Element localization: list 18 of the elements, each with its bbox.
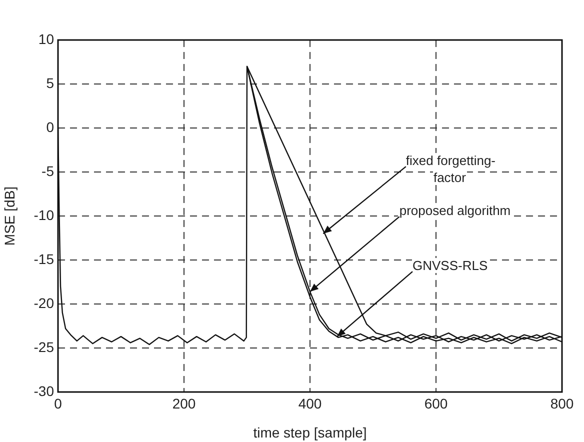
x-tick-label: 400 — [298, 395, 322, 412]
y-tick-label: -20 — [34, 294, 54, 311]
y-tick-label: -30 — [34, 382, 54, 399]
annotation: fixed forgetting-factor — [404, 152, 496, 185]
y-tick-label: -10 — [34, 206, 54, 223]
y-tick-label: 5 — [46, 74, 54, 91]
y-tick-label: -25 — [34, 338, 54, 355]
x-axis-title: time step [sample] — [253, 424, 367, 440]
y-tick-label: 10 — [38, 30, 54, 47]
x-tick-label: 600 — [424, 395, 448, 412]
x-tick-label: 800 — [550, 395, 574, 412]
annotation: GNVSS-RLS — [412, 258, 489, 273]
y-tick-label: -15 — [34, 250, 54, 267]
y-tick-label: -5 — [42, 162, 54, 179]
annotation: proposed algorithm — [398, 202, 512, 218]
x-tick-label: 200 — [172, 395, 196, 412]
y-axis-title: MSE [dB] — [1, 186, 18, 246]
y-tick-label: 0 — [46, 118, 54, 135]
